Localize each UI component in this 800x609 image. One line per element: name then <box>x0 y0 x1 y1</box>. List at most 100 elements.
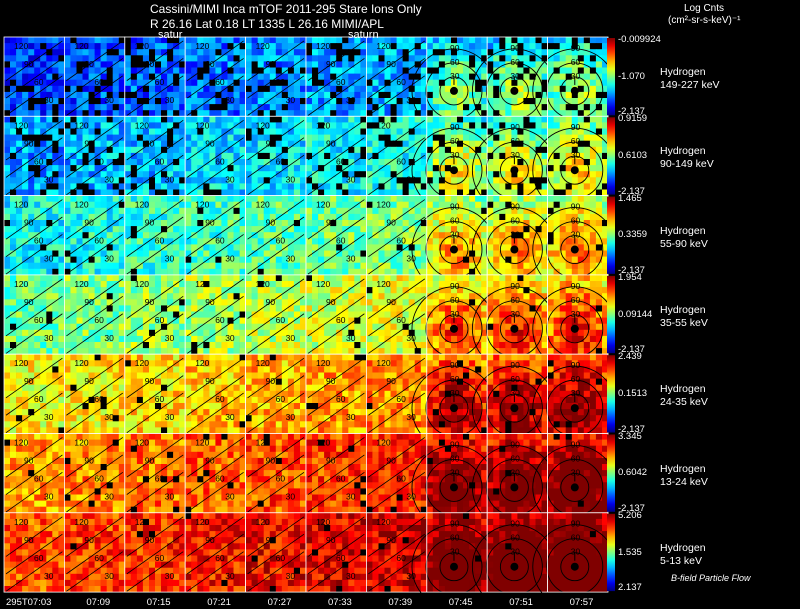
contour-label: 30 <box>165 254 175 264</box>
contour-label: 30 <box>104 95 114 105</box>
time-label: 07:21 <box>207 597 231 608</box>
contour-label: 30 <box>450 150 460 160</box>
contour-label: 90 <box>24 456 34 466</box>
contour-label: 30 <box>44 333 54 343</box>
contour-label: 60 <box>571 295 581 305</box>
contour-label: 60 <box>571 57 581 67</box>
panel-r3-c9: 90 60 30 <box>532 274 618 372</box>
contour-label: 120 <box>74 438 88 448</box>
contour-label: 90 <box>571 439 581 449</box>
species-label: Hydrogen <box>660 303 706 316</box>
contour-label: 120 <box>195 517 209 527</box>
contour-label: 120 <box>256 517 270 527</box>
contour-label: 90 <box>571 202 581 212</box>
contour-label: 90 <box>266 59 276 69</box>
contour-label: 120 <box>195 120 209 130</box>
contour-label: 120 <box>135 200 149 210</box>
contour-label: 90 <box>145 535 155 545</box>
contour-label: 60 <box>450 533 460 543</box>
contour-label: 90 <box>24 218 34 228</box>
species-label: Hydrogen <box>660 541 706 554</box>
contour-label: 60 <box>510 136 520 146</box>
contour-label: 60 <box>215 394 225 404</box>
contour-label: 90 <box>266 297 276 307</box>
contour-label: 30 <box>346 254 356 264</box>
contour-label: 60 <box>34 553 44 563</box>
contour-label: 90 <box>145 456 155 466</box>
contour-label: 30 <box>510 230 520 240</box>
contour-label: 90 <box>386 218 396 228</box>
colorbar-value: -2.137 <box>618 502 645 514</box>
contour-label: 90 <box>205 59 215 69</box>
contour-label: 30 <box>346 333 356 343</box>
contour-label: 30 <box>346 95 356 105</box>
contour-label: 30 <box>165 333 175 343</box>
panel-r1-c9: 90 60 30 <box>532 115 618 213</box>
contour-label: 60 <box>34 315 44 325</box>
contour-label: 30 <box>510 388 520 398</box>
contour-label: 60 <box>215 474 225 484</box>
contour-label: 120 <box>14 279 28 289</box>
contour-label: 120 <box>135 41 149 51</box>
contour-label: 120 <box>135 279 149 289</box>
contour-label: 60 <box>450 216 460 226</box>
energy-label: 55-90 keV <box>660 237 708 250</box>
panel-r2-c8: 90 60 30 <box>471 195 557 292</box>
contour-label: 90 <box>266 535 276 545</box>
panel-r4-c7: 90 60 30 <box>411 353 497 451</box>
contour-label: 90 <box>571 519 581 529</box>
contour-label: 90 <box>205 138 215 148</box>
contour-label: 60 <box>34 77 44 87</box>
contour-label: 30 <box>450 309 460 319</box>
contour-label: 90 <box>205 376 215 386</box>
contour-label: 30 <box>406 174 416 184</box>
contour-label: 60 <box>336 315 346 325</box>
row-label-4: Hydrogen 24-35 keV <box>660 383 708 409</box>
panel-r0-c8: 90 60 30 <box>471 36 557 134</box>
contour-label: 120 <box>74 358 88 368</box>
contour-label: 60 <box>94 156 104 166</box>
contour-label: 30 <box>104 571 114 581</box>
contour-label: 60 <box>215 156 225 166</box>
contour-label: 30 <box>286 174 296 184</box>
colorbar-value: -2.137 <box>618 423 645 435</box>
contour-label: 30 <box>450 71 460 81</box>
colorbar-value: -2.137 <box>618 106 645 118</box>
contour-label: 120 <box>376 200 390 210</box>
panel-r2-c9: 90 60 30 <box>532 195 618 292</box>
contour-label: 30 <box>510 71 520 81</box>
contour-label: 30 <box>44 254 54 264</box>
contour-label: 120 <box>74 279 88 289</box>
contour-label: 30 <box>104 174 114 184</box>
contour-label: 60 <box>450 295 460 305</box>
contour-label: 30 <box>571 150 581 160</box>
contour-label: 90 <box>266 456 276 466</box>
time-label: 07:09 <box>86 597 111 608</box>
species-label: Hydrogen <box>660 383 706 396</box>
contour-label: 60 <box>396 77 406 87</box>
contour-label: 30 <box>571 71 581 81</box>
contour-label: 120 <box>316 200 330 210</box>
contour-label: 30 <box>286 492 296 502</box>
contour-label: 90 <box>24 376 34 386</box>
contour-label: 120 <box>14 120 28 130</box>
row-label-1: Hydrogen 90-149 keV <box>660 145 714 171</box>
colorbar-value: -2.137 <box>618 264 645 276</box>
contour-label: 30 <box>510 547 520 557</box>
colorbar-value: 2.439 <box>618 351 642 363</box>
saturn-stamp-1: satur <box>158 29 183 41</box>
energy-label: 5-13 keV <box>660 554 703 567</box>
contour-label: 60 <box>94 236 104 246</box>
colorbar-r5 <box>607 434 615 512</box>
